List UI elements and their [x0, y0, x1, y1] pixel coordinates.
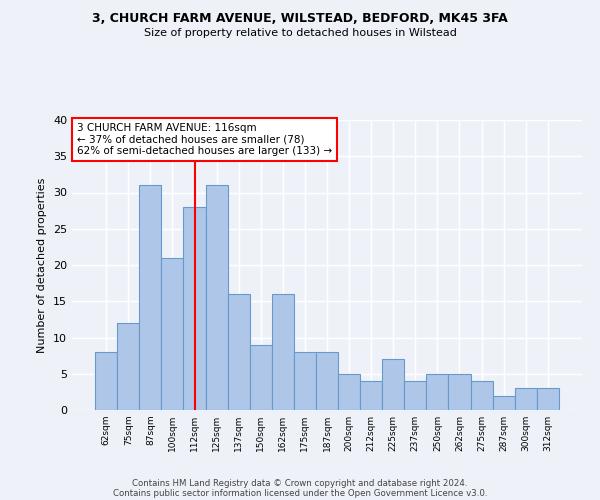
- Bar: [250, 345, 272, 410]
- Text: 3, CHURCH FARM AVENUE, WILSTEAD, BEDFORD, MK45 3FA: 3, CHURCH FARM AVENUE, WILSTEAD, BEDFORD…: [92, 12, 508, 26]
- Bar: [382, 359, 404, 410]
- Bar: [95, 352, 117, 410]
- Bar: [316, 352, 338, 410]
- Y-axis label: Number of detached properties: Number of detached properties: [37, 178, 47, 352]
- Bar: [427, 374, 448, 410]
- Bar: [515, 388, 537, 410]
- Bar: [537, 388, 559, 410]
- Bar: [360, 381, 382, 410]
- Text: Contains public sector information licensed under the Open Government Licence v3: Contains public sector information licen…: [113, 488, 487, 498]
- Bar: [272, 294, 294, 410]
- Bar: [139, 185, 161, 410]
- Bar: [493, 396, 515, 410]
- Text: 3 CHURCH FARM AVENUE: 116sqm
← 37% of detached houses are smaller (78)
62% of se: 3 CHURCH FARM AVENUE: 116sqm ← 37% of de…: [77, 123, 332, 156]
- Bar: [404, 381, 427, 410]
- Bar: [184, 207, 206, 410]
- Text: Contains HM Land Registry data © Crown copyright and database right 2024.: Contains HM Land Registry data © Crown c…: [132, 478, 468, 488]
- Bar: [470, 381, 493, 410]
- Bar: [448, 374, 470, 410]
- Bar: [117, 323, 139, 410]
- Bar: [227, 294, 250, 410]
- Bar: [161, 258, 184, 410]
- Bar: [338, 374, 360, 410]
- Bar: [206, 185, 227, 410]
- Text: Size of property relative to detached houses in Wilstead: Size of property relative to detached ho…: [143, 28, 457, 38]
- Bar: [294, 352, 316, 410]
